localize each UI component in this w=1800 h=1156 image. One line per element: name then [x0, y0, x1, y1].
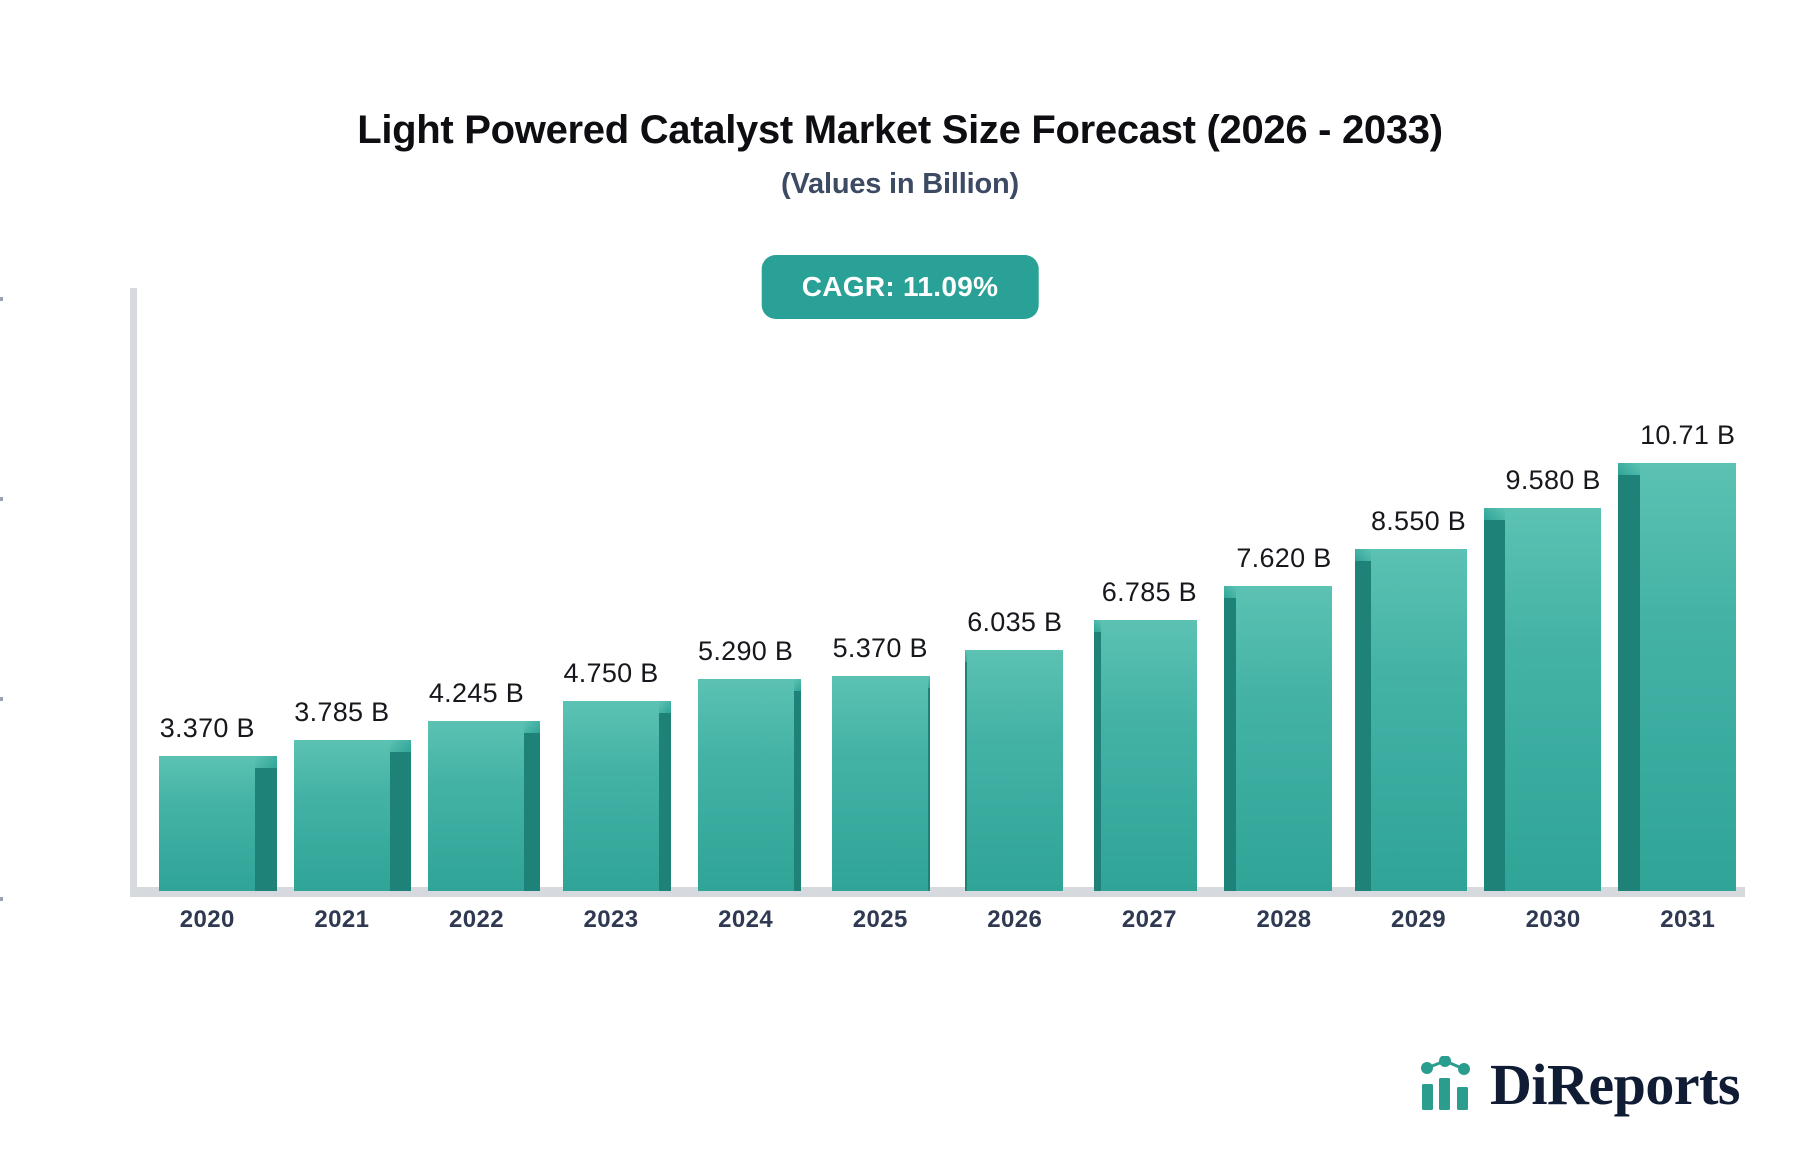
direports-logo: DiReports	[1420, 1051, 1741, 1117]
bar-2031[interactable]: 10.71 B	[1617, 420, 1736, 891]
bar-2026[interactable]: 6.035 B	[964, 607, 1063, 891]
bar-side-face	[389, 750, 411, 891]
bar-2030[interactable]: 9.580 B	[1484, 465, 1602, 891]
bar-front-face	[832, 676, 929, 891]
bar-value-label: 5.370 B	[832, 633, 928, 664]
bar-side-face	[255, 767, 278, 891]
bar-chart-trend-icon	[1420, 1056, 1470, 1110]
x-axis-label-2031: 2031	[1660, 906, 1716, 933]
bar-top-face	[389, 739, 411, 752]
bar-top-face	[1094, 619, 1102, 632]
bar-top-face	[1223, 586, 1236, 599]
bar-2021[interactable]: 3.785 B	[293, 697, 411, 891]
bar-side-face	[659, 712, 672, 891]
bar-front-face	[1639, 462, 1736, 891]
x-axis-line	[130, 887, 1745, 897]
bar-value-label: 8.550 B	[1370, 506, 1467, 536]
bar-side-face	[1617, 473, 1640, 891]
bar-top-face	[793, 679, 801, 692]
bar-side-face	[793, 690, 801, 891]
bar-top-face	[1617, 462, 1640, 475]
bar-side-face	[1484, 518, 1506, 891]
bar-value-label: 3.785 B	[294, 696, 390, 727]
bar-front-face	[428, 721, 525, 891]
x-axis-label-2025: 2025	[852, 906, 908, 933]
y-axis-tick	[0, 697, 3, 701]
bar-front-face	[563, 701, 660, 891]
bar-top-face	[659, 701, 672, 713]
bar-side-face	[1354, 560, 1371, 891]
x-axis-label-2030: 2030	[1525, 906, 1581, 933]
bar-value-label: 5.290 B	[698, 636, 794, 667]
bar-2022[interactable]: 4.245 B	[428, 678, 541, 891]
y-axis-tick	[0, 497, 3, 501]
chart-subtitle: (Values in Billion)	[781, 168, 1019, 200]
bar-side-face	[928, 687, 931, 891]
x-axis-label-2022: 2022	[448, 906, 504, 933]
bar-2025[interactable]: 5.370 B	[832, 633, 931, 891]
y-axis-tick	[0, 297, 3, 301]
bar-front-face	[966, 649, 1063, 891]
x-axis-label-2027: 2027	[1121, 906, 1177, 933]
bar-top-face	[255, 756, 278, 769]
bar-front-face	[1235, 586, 1332, 891]
x-axis-label-2029: 2029	[1391, 906, 1447, 933]
bar-side-face	[1094, 630, 1102, 891]
bar-value-label: 6.785 B	[1101, 576, 1197, 607]
cagr-badge: CAGR: 11.09%	[761, 255, 1039, 319]
y-axis-tick	[0, 897, 3, 901]
bar-top-face	[1354, 549, 1371, 561]
bar-2029[interactable]: 8.550 B	[1354, 506, 1467, 891]
bar-front-face	[1505, 507, 1602, 891]
x-axis-label-2021: 2021	[314, 906, 370, 933]
bar-front-face	[1101, 619, 1198, 891]
bar-top-face	[964, 649, 967, 662]
bar-front-face	[697, 679, 794, 891]
bar-2028[interactable]: 7.620 B	[1223, 543, 1332, 891]
bar-top-face	[1484, 507, 1506, 520]
bar-2027[interactable]: 6.785 B	[1094, 577, 1198, 891]
bar-value-label: 4.245 B	[428, 678, 525, 709]
y-axis-line	[130, 288, 137, 888]
x-axis-label-2020: 2020	[179, 906, 235, 933]
bar-value-label: 6.035 B	[967, 606, 1063, 637]
bar-value-label: 7.620 B	[1236, 543, 1332, 574]
bar-side-face	[1223, 597, 1236, 891]
bar-value-label: 9.580 B	[1505, 464, 1601, 495]
bar-value-label: 3.370 B	[159, 713, 255, 744]
bar-value-label: 10.71 B	[1640, 419, 1736, 450]
bar-side-face	[964, 660, 967, 891]
bar-top-face	[928, 676, 931, 689]
bar-2024[interactable]: 5.290 B	[697, 636, 801, 891]
bar-front-face	[159, 756, 256, 891]
bar-2020[interactable]: 3.370 B	[159, 713, 278, 891]
x-axis-label-2028: 2028	[1256, 906, 1312, 933]
bar-top-face	[524, 721, 541, 734]
chart-title: Light Powered Catalyst Market Size Forec…	[357, 108, 1443, 152]
bar-value-label: 4.750 B	[563, 658, 659, 688]
bar-side-face	[524, 732, 541, 891]
bar-2023[interactable]: 4.750 B	[563, 658, 672, 891]
x-axis-label-2024: 2024	[718, 906, 774, 933]
x-axis-label-2026: 2026	[987, 906, 1043, 933]
bar-front-face	[1370, 549, 1467, 891]
logo-wordmark: DiReports	[1489, 1051, 1741, 1117]
bar-front-face	[293, 739, 390, 891]
x-axis-label-2023: 2023	[583, 906, 639, 933]
